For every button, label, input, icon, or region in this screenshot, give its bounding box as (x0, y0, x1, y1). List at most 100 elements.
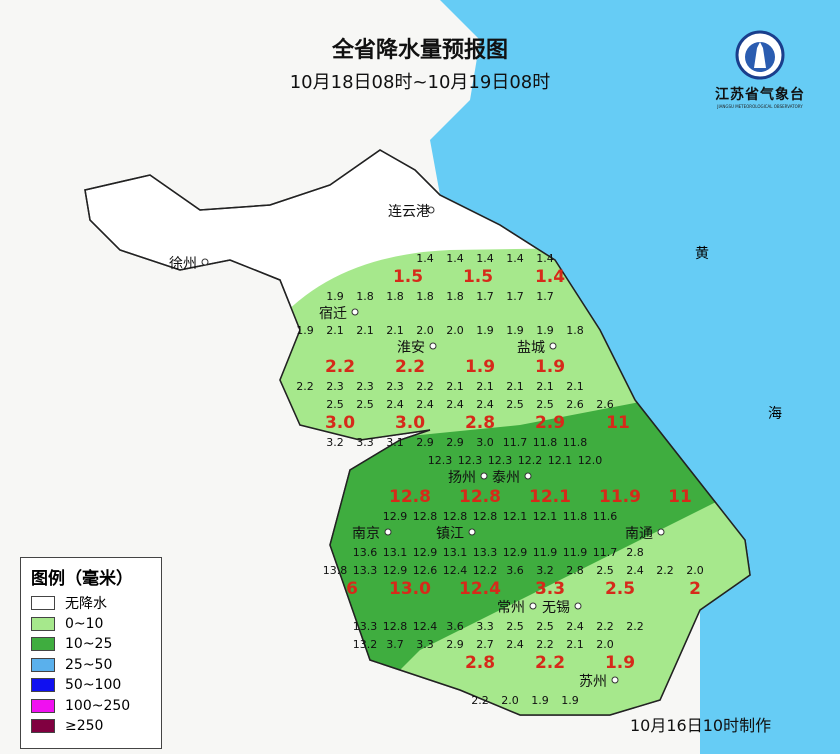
grid-value: 3.1 (386, 436, 404, 449)
grid-value: 2.4 (566, 620, 584, 633)
city-precip-value: 12.8 (389, 487, 431, 507)
city-label: 泰州 (492, 470, 520, 486)
grid-value: 2.7 (476, 638, 494, 651)
grid-value: 11.8 (533, 436, 558, 449)
grid-value: 2.2 (296, 380, 314, 393)
grid-value: 2.4 (386, 398, 404, 411)
grid-value: 2.9 (446, 436, 464, 449)
city-precip-value: 1.9 (535, 357, 565, 377)
city-precip-value: 2 (689, 579, 701, 599)
grid-value: 12.1 (503, 510, 528, 523)
grid-value: 2.5 (596, 564, 614, 577)
city-label: 南通 (625, 526, 653, 542)
legend-label: 0~10 (65, 615, 104, 632)
grid-value: 2.3 (386, 380, 404, 393)
grid-value: 12.3 (458, 454, 483, 467)
legend-swatch (31, 719, 55, 734)
grid-value: 2.1 (506, 380, 524, 393)
grid-value: 2.2 (416, 380, 434, 393)
legend-item: 0~10 (31, 614, 161, 635)
grid-value: 3.7 (386, 638, 404, 651)
city-marker (201, 258, 209, 266)
grid-value: 11.7 (503, 436, 528, 449)
grid-value: 2.3 (326, 380, 344, 393)
city-marker (657, 528, 665, 536)
sea-label-hai: 海 (768, 406, 782, 422)
grid-value: 2.2 (656, 564, 674, 577)
grid-value: 1.8 (356, 290, 374, 303)
city-precip-value: 2.9 (535, 413, 565, 433)
city-precip-value: 12.8 (459, 487, 501, 507)
grid-value: 2.1 (446, 380, 464, 393)
sea-label-huang: 黄 (695, 245, 709, 262)
city-label: 扬州 (448, 470, 476, 486)
grid-value: 1.8 (446, 290, 464, 303)
grid-value: 2.1 (356, 324, 374, 337)
city-precip-value: 1.4 (535, 267, 565, 287)
city-precip-value: 13.0 (389, 579, 431, 599)
grid-value: 11.6 (593, 510, 618, 523)
grid-value: 2.1 (386, 324, 404, 337)
grid-value: 12.2 (473, 564, 498, 577)
grid-value: 2.0 (416, 324, 434, 337)
city-marker (529, 602, 537, 610)
grid-value: 1.4 (416, 252, 434, 265)
legend-item: 无降水 (31, 593, 161, 614)
legend-swatch (31, 616, 55, 631)
observatory-emblem-icon (735, 30, 785, 80)
grid-value: 2.6 (566, 398, 584, 411)
grid-value: 12.8 (413, 510, 438, 523)
grid-value: 2.1 (566, 638, 584, 651)
legend-swatch (31, 596, 55, 611)
grid-value: 13.2 (353, 638, 378, 651)
grid-value: 2.0 (686, 564, 704, 577)
grid-value: 1.7 (506, 290, 524, 303)
city-precip-value: 1.5 (393, 267, 423, 287)
city-label: 南京 (352, 526, 380, 542)
grid-value: 3.3 (416, 638, 434, 651)
legend-label: 50~100 (65, 677, 122, 694)
grid-value: 2.8 (566, 564, 584, 577)
city-label: 淮安 (397, 340, 425, 356)
grid-value: 13.3 (473, 546, 498, 559)
legend-item: 25~50 (31, 655, 161, 676)
logo-name: 江苏省气象台 (715, 87, 805, 103)
grid-value: 12.9 (383, 564, 408, 577)
city-marker (611, 676, 619, 684)
grid-value: 3.2 (326, 436, 344, 449)
grid-value: 11.8 (563, 436, 588, 449)
logo: 江苏省气象台 JIANGSU METEOROLOGICAL OBSERVATOR… (702, 30, 818, 109)
grid-value: 13.6 (353, 546, 378, 559)
legend-label: 10~25 (65, 636, 113, 653)
grid-value: 2.1 (566, 380, 584, 393)
grid-value: 2.2 (596, 620, 614, 633)
rain-zone-10-25 (270, 380, 750, 700)
grid-value: 2.4 (446, 398, 464, 411)
sea (430, 0, 840, 754)
legend: 图例（毫米） 无降水 0~10 10~25 25~50 50~100 100~250 ≥25… (20, 557, 162, 749)
grid-value: 2.0 (446, 324, 464, 337)
legend-label: 25~50 (65, 656, 113, 673)
grid-value: 2.4 (506, 638, 524, 651)
grid-value: 2.5 (326, 398, 344, 411)
grid-value: 13.3 (353, 620, 378, 633)
logo-sub: JIANGSU METEOROLOGICAL OBSERVATORY (717, 104, 803, 109)
grid-value: 1.4 (506, 252, 524, 265)
legend-item: 10~25 (31, 634, 161, 655)
legend-item: ≥250 (31, 716, 161, 737)
city-marker (549, 342, 557, 350)
city-label: 无锡 (542, 600, 570, 616)
city-precip-value: 3.0 (325, 413, 355, 433)
grid-value: 1.9 (296, 324, 314, 337)
grid-value: 1.8 (416, 290, 434, 303)
city-label: 盐城 (517, 340, 545, 356)
grid-value: 13.1 (443, 546, 468, 559)
city-label: 连云港 (388, 204, 430, 220)
legend-label: ≥250 (65, 718, 104, 735)
grid-value: 2.0 (501, 694, 519, 707)
province-border (84, 149, 751, 716)
grid-value: 1.7 (536, 290, 554, 303)
city-precip-value: 6 (346, 579, 358, 599)
grid-value: 2.9 (446, 638, 464, 651)
